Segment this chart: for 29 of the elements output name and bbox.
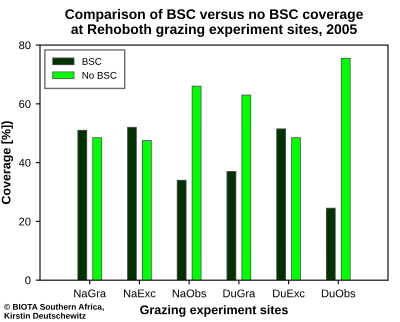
x-tick-label: NaObs <box>172 289 206 298</box>
bar <box>92 137 102 280</box>
bar <box>326 208 336 280</box>
legend-label: BSC <box>82 58 102 65</box>
y-tick-label: 0 <box>25 276 31 284</box>
x-axis-title: Grazing experiment sites <box>140 305 288 317</box>
bar <box>77 130 88 280</box>
text: © BIOTA Southern Africa, Kirstin Deutschewitz <box>4 304 104 319</box>
bar <box>176 180 187 280</box>
bar <box>142 140 152 280</box>
bar <box>192 86 202 280</box>
x-tick-label: DuGra <box>223 289 256 298</box>
x-tick-label: NaExc <box>124 290 156 298</box>
x-tick-label: NaGra <box>74 289 106 298</box>
bar <box>127 126 137 280</box>
x-tick-label: DuObs <box>322 289 356 298</box>
x-tick-label: DuExc <box>273 290 305 298</box>
y-tick-label: 20 <box>19 218 31 226</box>
chart-title: Comparison of BSC versus no BSC coverage at Rehoboth grazing experiment sites, 2005 <box>65 8 363 37</box>
y-tick-label: 60 <box>19 100 31 108</box>
bar <box>241 94 252 280</box>
y-axis-title: Coverage [%]) <box>1 121 14 204</box>
y-tick-label: 80 <box>19 41 31 50</box>
bar <box>226 171 236 280</box>
y-tick-label: 40 <box>18 158 31 167</box>
bar <box>291 137 301 280</box>
bar <box>340 58 351 280</box>
bar <box>276 128 286 280</box>
legend-label: No BSC <box>82 72 117 79</box>
